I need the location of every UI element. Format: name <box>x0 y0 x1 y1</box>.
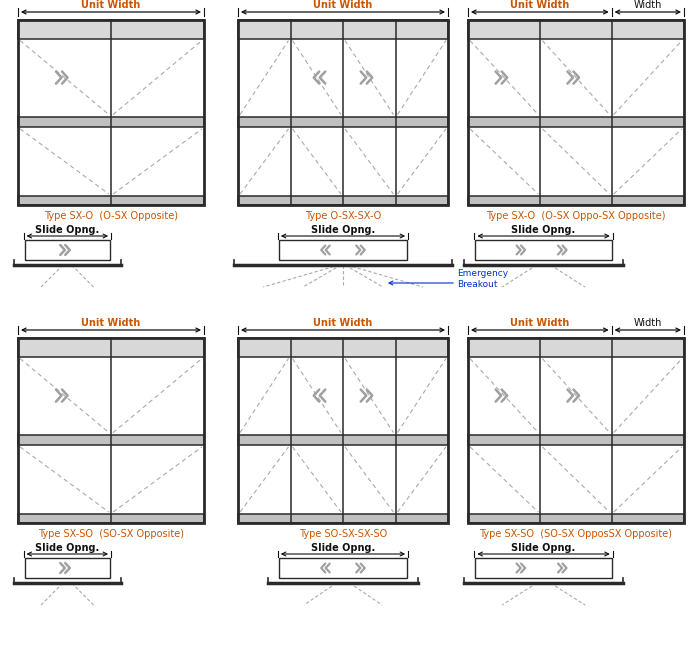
Bar <box>18 20 204 205</box>
Bar <box>468 338 684 523</box>
Bar <box>468 20 684 205</box>
Bar <box>24 558 110 578</box>
Bar <box>18 338 204 523</box>
Bar <box>238 338 448 523</box>
Text: Unit Width: Unit Width <box>313 0 372 10</box>
Text: Type SX-O  (O-SX Oppo-SX Opposite): Type SX-O (O-SX Oppo-SX Opposite) <box>487 211 666 221</box>
Bar <box>18 338 204 356</box>
Text: Type O-SX-SX-O: Type O-SX-SX-O <box>305 211 381 221</box>
Text: Slide Opng.: Slide Opng. <box>35 543 100 553</box>
Text: Slide Opng.: Slide Opng. <box>311 225 375 235</box>
Text: Type SO-SX-SX-SO: Type SO-SX-SX-SO <box>299 529 387 539</box>
Bar <box>468 117 684 127</box>
Text: Unit Width: Unit Width <box>510 0 569 10</box>
Bar <box>238 20 448 38</box>
Bar <box>468 338 684 356</box>
Bar <box>238 338 448 356</box>
Bar <box>18 117 204 127</box>
Text: Unit Width: Unit Width <box>510 318 569 327</box>
Bar <box>238 117 448 127</box>
Text: Width: Width <box>633 0 662 10</box>
Bar <box>279 558 407 578</box>
Bar <box>18 514 204 523</box>
Text: Type SX-SO  (SO-SX OpposSX Opposite): Type SX-SO (SO-SX OpposSX Opposite) <box>480 529 672 539</box>
Text: Type SX-O  (O-SX Opposite): Type SX-O (O-SX Opposite) <box>44 211 178 221</box>
Bar <box>468 514 684 523</box>
Text: Slide Opng.: Slide Opng. <box>512 543 576 553</box>
Bar <box>18 435 204 445</box>
Bar <box>238 435 448 445</box>
Bar <box>475 558 612 578</box>
Bar <box>279 240 407 260</box>
Text: Unit Width: Unit Width <box>81 318 141 327</box>
Bar <box>238 514 448 523</box>
Bar <box>475 240 612 260</box>
Bar <box>24 240 110 260</box>
Text: Emergency
Breakout: Emergency Breakout <box>457 269 508 289</box>
Text: Type SX-SO  (SO-SX Opposite): Type SX-SO (SO-SX Opposite) <box>38 529 184 539</box>
Text: Slide Opng.: Slide Opng. <box>512 225 576 235</box>
Bar <box>468 196 684 205</box>
Text: Slide Opng.: Slide Opng. <box>35 225 100 235</box>
Bar <box>468 435 684 445</box>
Text: Width: Width <box>633 318 662 327</box>
Bar <box>468 20 684 38</box>
Text: Slide Opng.: Slide Opng. <box>311 543 375 553</box>
Bar <box>238 20 448 205</box>
Text: Unit Width: Unit Width <box>313 318 372 327</box>
Bar <box>238 196 448 205</box>
Text: Unit Width: Unit Width <box>81 0 141 10</box>
Bar <box>18 20 204 38</box>
Bar <box>18 196 204 205</box>
